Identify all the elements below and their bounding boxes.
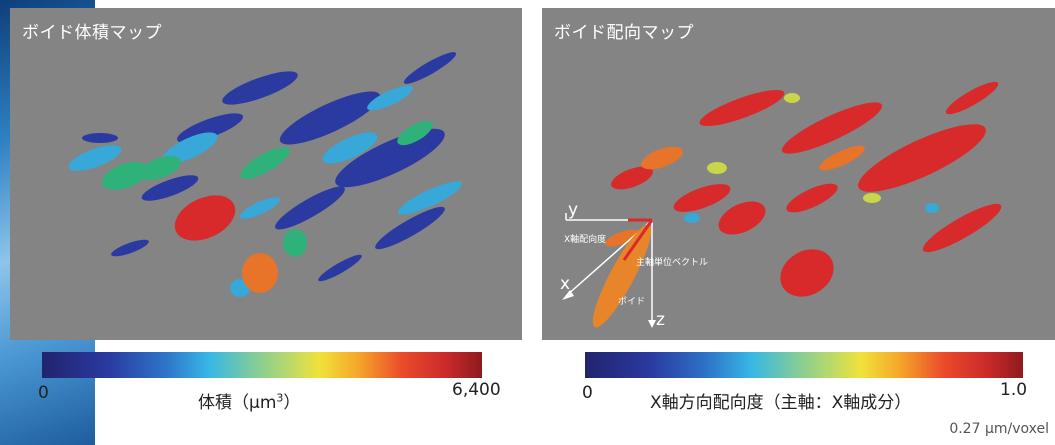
- void-orientation-map-title: ボイド配向マップ: [554, 23, 694, 43]
- voxel-scale-note: 0.27 μm/voxel: [949, 421, 1049, 437]
- void-volume-map-image: [68, 52, 462, 297]
- orientation-colorbar-min: 0: [582, 383, 593, 403]
- principal-vector-label: 主軸単位ベクトル: [636, 258, 709, 268]
- orientation-axis-diagram: [562, 213, 656, 328]
- orientation-colorbar-label: X軸方向配向度（主軸：X軸成分）: [650, 393, 912, 413]
- orientation-colorbar-max: 1.0: [1000, 380, 1028, 400]
- void-orientation-map-image: [562, 81, 1002, 328]
- x-orientation-label: X軸配向度: [564, 235, 607, 245]
- volume-colorbar: [42, 352, 482, 378]
- void-label: ボイド: [618, 297, 646, 307]
- void-volume-map-title: ボイド体積マップ: [22, 23, 162, 43]
- axis-y-label: y: [568, 200, 579, 220]
- orientation-colorbar: [585, 352, 1023, 378]
- volume-colorbar-label: 体積（μm3）: [198, 391, 301, 413]
- volume-colorbar-min: 0: [38, 383, 49, 403]
- axis-x-label: x: [560, 274, 571, 294]
- void-orientation-map-panel: ボイド配向マップ y x z X軸配向度 主軸単位ベクトル ボイド: [542, 8, 1055, 340]
- void-volume-map-panel: ボイド体積マップ: [10, 8, 522, 340]
- axis-z-label: z: [656, 310, 665, 330]
- volume-colorbar-max: 6,400: [452, 380, 501, 400]
